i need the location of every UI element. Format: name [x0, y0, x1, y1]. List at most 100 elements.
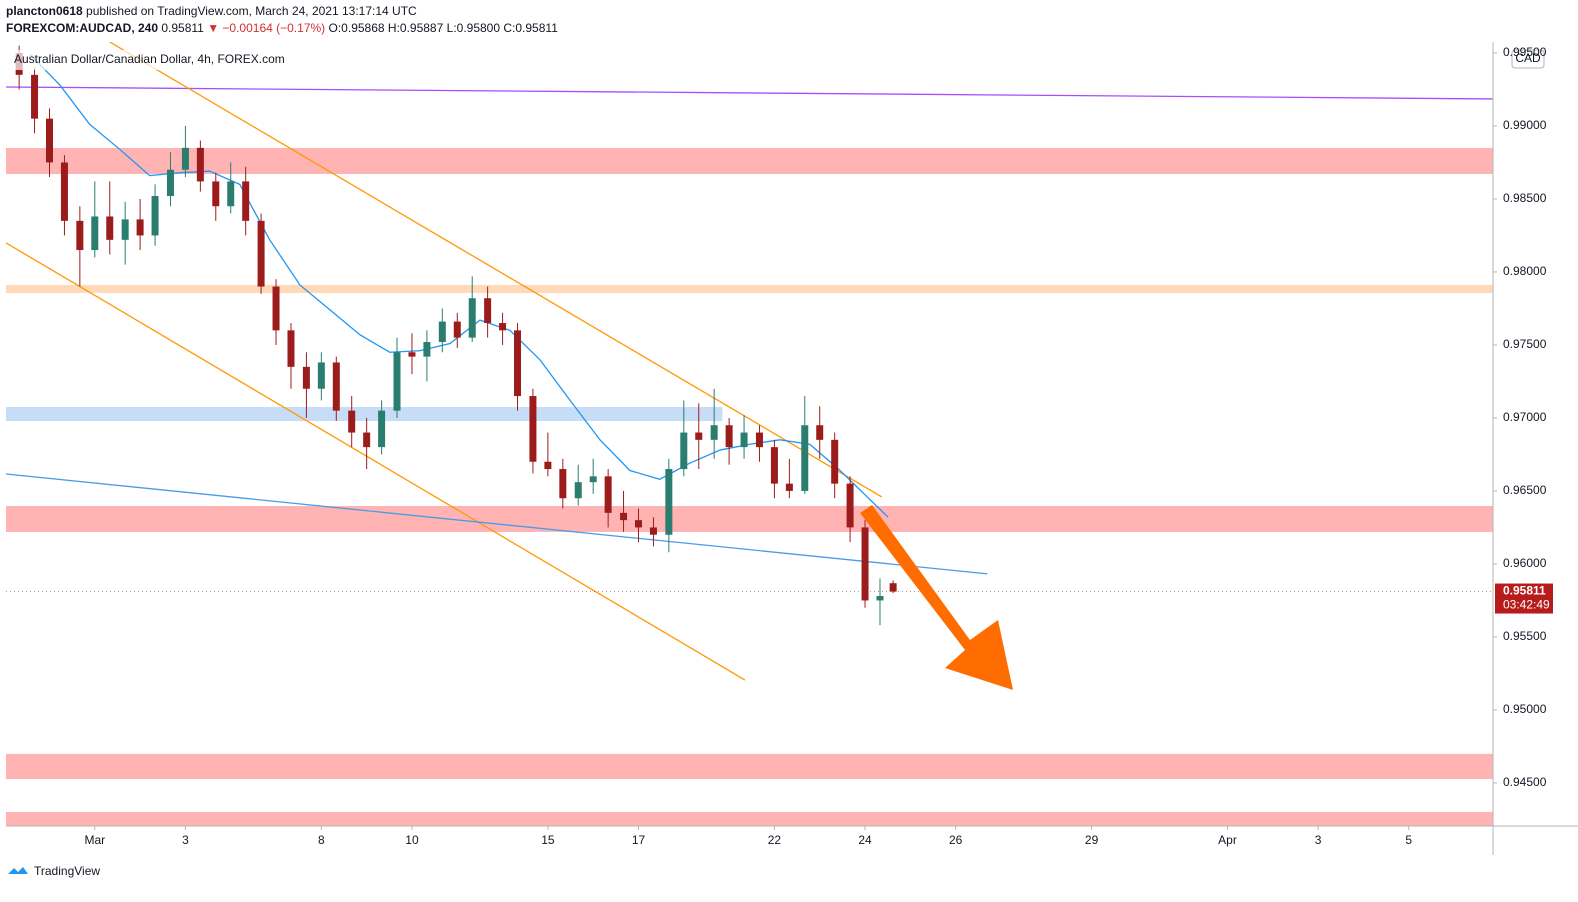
- candle-body: [136, 219, 144, 236]
- x-tick-label: 3: [1315, 833, 1322, 847]
- candle-body: [816, 425, 824, 440]
- candle-body: [181, 147, 189, 170]
- candle-body: [620, 512, 628, 521]
- y-tick-label: 0.95500: [1503, 629, 1547, 643]
- c: C:0.95811: [503, 21, 558, 35]
- y-tick-label: 0.99500: [1503, 45, 1547, 59]
- trend-line: [6, 473, 988, 575]
- candle-body: [332, 362, 340, 411]
- y-tick-label: 0.97500: [1503, 337, 1547, 351]
- x-tick-label: Mar: [84, 833, 105, 847]
- candle-body: [634, 520, 642, 528]
- o: O:0.95868: [329, 21, 385, 35]
- candle-body: [378, 410, 386, 448]
- l: L:0.95800: [447, 21, 501, 35]
- candle-body: [589, 476, 597, 483]
- symbol: FOREXCOM:AUDCAD, 240: [6, 21, 158, 35]
- symbol-line: FOREXCOM:AUDCAD, 240 0.95811 ▼ −0.00164 …: [6, 21, 558, 35]
- x-tick-label: 24: [858, 833, 872, 847]
- y-tick-label: 0.95000: [1503, 702, 1547, 716]
- candle-body: [604, 476, 612, 513]
- last: 0.95811: [161, 21, 204, 35]
- footer: TradingView: [34, 864, 100, 878]
- candle-body: [649, 527, 657, 535]
- logo: [8, 867, 28, 874]
- arrow: [860, 505, 1013, 690]
- price-tag: [1495, 583, 1553, 614]
- candle-body: [861, 527, 869, 601]
- candle-body: [121, 219, 129, 240]
- candle-body: [889, 583, 897, 592]
- candle-body: [257, 220, 265, 287]
- zone: [6, 406, 723, 422]
- y-tick-label: 0.98000: [1503, 264, 1547, 278]
- published: published on TradingView.com, March 24, …: [86, 4, 417, 18]
- x-tick-label: 15: [541, 833, 555, 847]
- candle-body: [76, 220, 84, 251]
- trend-line: [109, 42, 883, 498]
- candle-body: [31, 74, 39, 119]
- candle-body: [242, 181, 250, 221]
- candle-body: [106, 216, 114, 240]
- y-tick-label: 0.94500: [1503, 775, 1547, 789]
- candle-body: [499, 323, 507, 331]
- candle-body: [91, 216, 99, 251]
- candle-body: [801, 425, 809, 491]
- x-tick-label: 8: [318, 833, 325, 847]
- price-tag-label: 0.95811: [1503, 584, 1546, 598]
- trend-line: [6, 86, 1493, 100]
- x-tick-label: 5: [1405, 833, 1412, 847]
- candle-body: [196, 147, 204, 182]
- candle-body: [831, 439, 839, 484]
- candle-body: [574, 482, 582, 499]
- y-tick-label: 0.99000: [1503, 118, 1547, 132]
- candle-body: [785, 483, 793, 491]
- candle-body: [60, 162, 68, 221]
- candle-body: [45, 118, 53, 163]
- zone: [6, 505, 1493, 532]
- trend-line: [6, 242, 746, 681]
- x-tick-label: 22: [768, 833, 782, 847]
- currency: CAD: [1515, 51, 1541, 65]
- candle-body: [227, 181, 235, 207]
- candle-body: [302, 366, 310, 389]
- candle-body: [393, 352, 401, 411]
- candle-body: [166, 169, 174, 197]
- candle-body: [770, 447, 778, 484]
- candle-body: [529, 396, 537, 462]
- x-tick-label: 17: [632, 833, 646, 847]
- candle-body: [287, 330, 295, 367]
- candle-body: [317, 362, 325, 389]
- candle-body: [272, 286, 280, 331]
- candle-body: [665, 469, 673, 535]
- countdown: 03:42:49: [1503, 598, 1550, 612]
- candle-body: [484, 298, 492, 324]
- candle-body: [348, 410, 356, 433]
- x-tick-label: 29: [1085, 833, 1099, 847]
- subtitle: Australian Dollar/Canadian Dollar, 4h, F…: [14, 52, 285, 66]
- candle-body: [710, 425, 718, 440]
- publish-line: plancton0618 published on TradingView.co…: [6, 4, 417, 18]
- x-tick-label: Apr: [1218, 833, 1237, 847]
- candle-body: [151, 196, 159, 236]
- x-tick-label: 3: [182, 833, 189, 847]
- candle-body: [846, 483, 854, 528]
- y-tick-label: 0.96500: [1503, 483, 1547, 497]
- zone: [6, 284, 1493, 293]
- candle-body: [740, 432, 748, 448]
- zone: [6, 147, 1493, 174]
- candle-body: [423, 342, 431, 357]
- zone: [6, 753, 1493, 779]
- plot: [6, 42, 1493, 826]
- subtitle-bg: [12, 50, 312, 70]
- x-tick-label: 10: [405, 833, 419, 847]
- moving-average: [29, 53, 889, 518]
- h: H:0.95887: [388, 21, 444, 35]
- author: plancton0618: [6, 4, 83, 18]
- y-tick-label: 0.97000: [1503, 410, 1547, 424]
- candle-body: [468, 298, 476, 338]
- x-tick-label: 26: [949, 833, 963, 847]
- candle-body: [212, 181, 220, 207]
- candle-body: [559, 469, 567, 499]
